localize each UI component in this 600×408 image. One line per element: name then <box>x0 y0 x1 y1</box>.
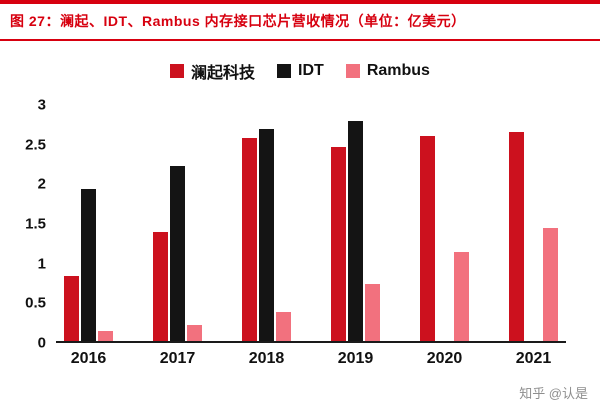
watermark: 知乎 @认是 <box>519 386 588 401</box>
legend-item-lanqi: 澜起科技 <box>170 59 255 83</box>
legend-swatch-rambus <box>345 64 360 78</box>
bar-澜起科技-2020 <box>420 136 435 341</box>
bar-group-2021 <box>509 105 558 341</box>
y-tick-0.5: 0.5 <box>25 294 46 312</box>
y-tick-2.5: 2.5 <box>25 136 46 154</box>
bar-Rambus-2019 <box>365 283 380 341</box>
bar-Rambus-2020 <box>454 252 469 341</box>
legend-swatch-lanqi <box>170 64 185 78</box>
x-label-2020: 2020 <box>426 350 463 367</box>
plot-area <box>56 105 566 343</box>
legend: 澜起科技 IDT Rambus <box>0 59 600 83</box>
x-label-2021: 2021 <box>515 350 552 367</box>
bar-IDT-2019 <box>348 120 363 341</box>
x-axis-labels: 2016 2017 2018 2019 2020 2021 <box>56 350 566 368</box>
x-label-2017: 2017 <box>159 350 196 367</box>
y-tick-1: 1 <box>37 255 46 273</box>
bar-澜起科技-2016 <box>64 275 79 341</box>
bar-Rambus-2021 <box>543 227 558 341</box>
bar-group-2017 <box>153 105 202 341</box>
bar-group-2019 <box>331 105 380 341</box>
bar-IDT-2018 <box>259 128 274 341</box>
figure-header: 图 27：澜起、IDT、Rambus 内存接口芯片营收情况（单位：亿美元） <box>0 0 600 41</box>
legend-swatch-idt <box>277 64 292 78</box>
y-axis: 0 0.5 1 1.5 2 2.5 3 <box>0 98 56 351</box>
y-tick-2: 2 <box>37 175 46 193</box>
y-tick-3: 3 <box>37 96 46 114</box>
legend-label-rambus: Rambus <box>366 62 430 79</box>
legend-item-rambus: Rambus <box>345 62 430 80</box>
bar-Rambus-2016 <box>98 330 113 341</box>
bar-chart: 0 0.5 1 1.5 2 2.5 3 2016 2017 2018 2019 2020 2021 <box>0 98 600 368</box>
bar-澜起科技-2019 <box>331 146 346 341</box>
legend-item-idt: IDT <box>277 62 324 80</box>
x-label-2016: 2016 <box>70 350 107 367</box>
y-tick-1.5: 1.5 <box>25 215 46 233</box>
bar-group-2018 <box>242 105 291 341</box>
bar-Rambus-2018 <box>276 311 291 341</box>
bar-澜起科技-2018 <box>242 138 257 341</box>
x-label-2018: 2018 <box>248 350 285 367</box>
bar-澜起科技-2021 <box>509 131 524 341</box>
bar-澜起科技-2017 <box>153 231 168 341</box>
bar-group-2020 <box>420 105 469 341</box>
plot-wrap: 2016 2017 2018 2019 2020 2021 <box>56 105 566 368</box>
bar-IDT-2017 <box>170 165 185 341</box>
bar-Rambus-2017 <box>187 325 202 341</box>
figure-title: 图 27：澜起、IDT、Rambus 内存接口芯片营收情况（单位：亿美元） <box>10 13 466 29</box>
bar-group-2016 <box>64 105 113 341</box>
y-tick-0: 0 <box>37 334 46 352</box>
legend-label-lanqi: 澜起科技 <box>191 65 256 82</box>
x-label-2019: 2019 <box>337 350 374 367</box>
legend-label-idt: IDT <box>298 62 324 79</box>
bar-IDT-2016 <box>81 189 96 341</box>
